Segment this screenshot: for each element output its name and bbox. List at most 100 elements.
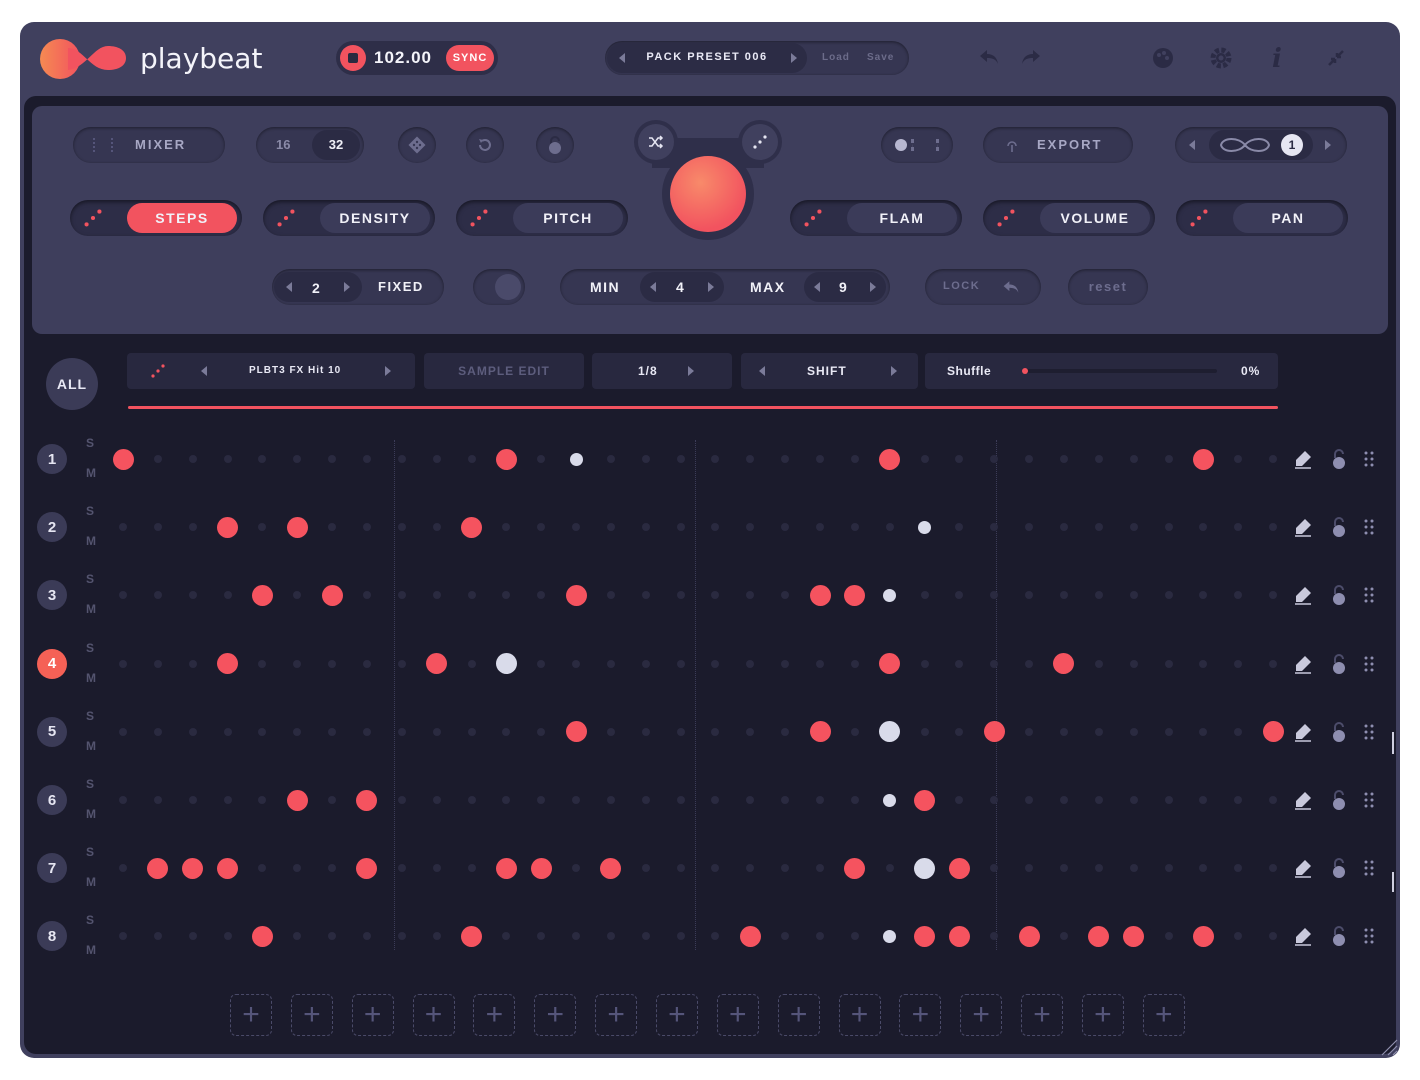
step-cell[interactable] [188,932,197,941]
step-cell[interactable] [990,659,999,668]
add-track-button[interactable]: + [716,994,759,1036]
step-cell[interactable] [885,523,894,532]
step-cell[interactable] [676,727,685,736]
step-cell[interactable] [920,591,929,600]
solo-button[interactable]: S [86,845,95,860]
step-cell[interactable] [1192,448,1214,470]
step-cell[interactable] [258,864,267,873]
step-cell[interactable] [188,796,197,804]
loop-next-icon[interactable] [1325,140,1331,150]
step-cell[interactable] [641,523,650,532]
scatter-dots-icon[interactable] [470,209,488,227]
add-track-button[interactable]: + [1142,994,1185,1036]
step-cell[interactable] [537,591,546,600]
shuffle-slider-knob[interactable] [1022,368,1028,374]
step-cell[interactable] [502,796,511,804]
solo-button[interactable]: S [86,913,95,928]
step-cell[interactable] [1059,727,1068,736]
step-cell[interactable] [746,864,755,873]
track-number-button[interactable]: 8 [37,921,67,952]
step-cell[interactable] [781,727,790,736]
drag-handle-icon[interactable] [1363,587,1375,608]
step-cell[interactable] [119,796,127,804]
step-cell[interactable] [1129,523,1138,532]
add-track-button[interactable]: + [351,994,394,1036]
step-cell[interactable] [746,659,755,668]
min-increment-icon[interactable] [708,282,714,292]
step-cell[interactable] [258,455,267,463]
drag-handle-icon[interactable] [1363,860,1375,881]
step-cell[interactable] [711,455,720,463]
step-cell[interactable] [850,932,859,941]
step-cell[interactable] [119,523,127,532]
step-cell[interactable] [948,925,970,947]
step-cell[interactable] [397,796,406,804]
step-cell[interactable] [990,591,999,600]
step-cell[interactable] [1262,721,1284,743]
step-cell[interactable] [711,659,720,668]
step-cell[interactable] [153,523,162,532]
step-cell[interactable] [119,659,127,668]
step-cell[interactable] [1059,523,1068,532]
mute-button[interactable]: M [86,670,96,685]
step-cell[interactable] [461,516,482,538]
mute-button[interactable]: M [86,943,96,958]
stop-button[interactable] [340,45,366,71]
shuffle-button[interactable] [638,124,674,160]
step-cell[interactable] [816,932,824,941]
step-cell[interactable] [258,727,267,736]
reset-rotate-button[interactable] [466,127,504,163]
step-cell[interactable] [572,932,581,941]
step-cell[interactable] [251,584,273,606]
step-cell[interactable] [397,591,406,600]
step-cell[interactable] [1129,659,1138,668]
step-cell[interactable] [397,932,406,941]
step-cell[interactable] [537,932,546,941]
step-cell[interactable] [850,796,859,804]
step-cell[interactable] [153,796,162,804]
eraser-icon[interactable] [1293,722,1313,747]
step-cell[interactable] [1269,523,1278,532]
step-cell[interactable] [746,455,755,463]
palette-icon[interactable] [1152,47,1174,74]
step-cell[interactable] [362,455,371,463]
step-cell[interactable] [850,659,859,668]
step-cell[interactable] [112,448,134,470]
step-cell[interactable] [530,857,552,879]
step-cell[interactable] [293,455,302,463]
step-cell[interactable] [1192,925,1214,947]
step-cell[interactable] [153,659,162,668]
randomize-main-button[interactable] [670,156,746,232]
step-cell[interactable] [1094,864,1103,873]
solo-button[interactable]: S [86,436,95,450]
step-cell[interactable] [321,584,343,606]
step-cell[interactable] [569,452,583,466]
step-cell[interactable] [188,659,197,668]
step-cell[interactable] [711,523,720,532]
lock-all-button[interactable] [536,127,574,163]
track-number-button[interactable]: 2 [37,512,67,543]
step-cell[interactable] [1199,727,1208,736]
step-cell[interactable] [955,455,964,463]
scrollbar-marker[interactable] [1392,732,1394,754]
step-cell[interactable] [188,727,197,736]
step-cell[interactable] [1269,659,1278,668]
resize-grip-icon[interactable] [1378,1036,1398,1056]
step-cell[interactable] [432,591,441,600]
shift-left-icon[interactable] [759,366,765,376]
step-cell[interactable] [1234,523,1243,532]
step-cell[interactable] [816,455,824,463]
step-cell[interactable] [1129,796,1138,804]
step-cell[interactable] [217,857,239,879]
step-cell[interactable] [258,659,267,668]
step-cell[interactable] [1129,727,1138,736]
step-cell[interactable] [606,591,615,600]
step-cell[interactable] [188,455,197,463]
step-cell[interactable] [1234,796,1243,804]
step-cell[interactable] [711,864,720,873]
step-cell[interactable] [217,516,239,538]
eraser-icon[interactable] [1293,654,1313,679]
step-cell[interactable] [328,796,337,804]
step-cell[interactable] [1025,727,1034,736]
fixed-decrement-icon[interactable] [286,282,292,292]
